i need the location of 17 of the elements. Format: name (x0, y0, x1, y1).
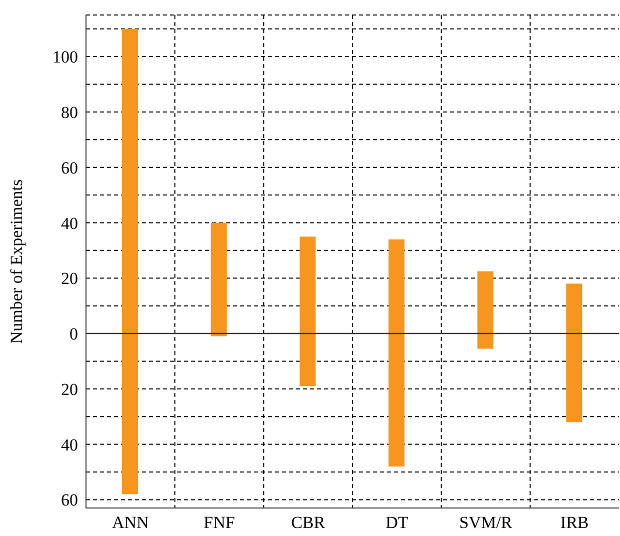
y-axis-title: Number of Experiments (7, 179, 26, 344)
x-tick-label: SVM/R (459, 513, 513, 532)
y-tick-label: 40 (61, 435, 78, 454)
y-tick-label: 60 (61, 158, 78, 178)
x-tick-label: CBR (291, 513, 326, 532)
x-tick-label: ANN (112, 513, 149, 532)
y-tick-label: 100 (52, 48, 78, 67)
x-tick-label: FNF (204, 513, 235, 532)
y-tick-label: 80 (61, 102, 78, 122)
bar (210, 222, 227, 334)
y-tick-label: 20 (61, 380, 78, 399)
y-tick-label: 20 (61, 269, 78, 288)
x-tick-label: DT (386, 513, 409, 532)
y-tick-label: 0 (70, 324, 78, 344)
y-tick-label: 60 (61, 490, 78, 510)
x-tick-label: IRB (560, 513, 589, 532)
y-tick-label: 40 (61, 214, 78, 233)
